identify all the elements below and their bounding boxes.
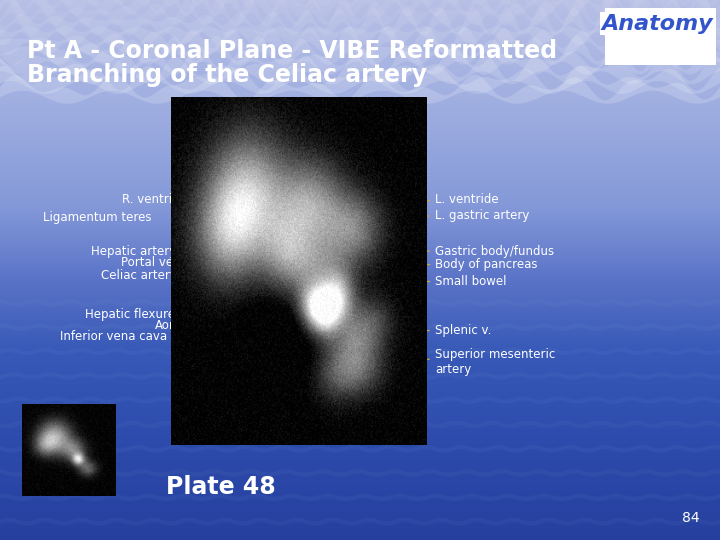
Text: Branching of the Celiac artery: Branching of the Celiac artery xyxy=(27,63,428,86)
Text: Hepatic flexure: Hepatic flexure xyxy=(85,308,175,321)
Text: 84: 84 xyxy=(683,511,700,525)
Text: Inferior vena cava: Inferior vena cava xyxy=(60,330,167,343)
Text: Body of pancreas: Body of pancreas xyxy=(435,258,537,271)
Text: L. gastric artery: L. gastric artery xyxy=(435,210,529,222)
Text: Portal vein: Portal vein xyxy=(121,256,184,269)
Text: L. ventride: L. ventride xyxy=(435,193,498,206)
Text: Gastric body/fundus: Gastric body/fundus xyxy=(435,245,554,258)
Text: Celiac artery: Celiac artery xyxy=(101,269,176,282)
Text: Hepatic artery: Hepatic artery xyxy=(91,245,176,258)
Text: Pt A - Coronal Plane - VIBE Reformatted: Pt A - Coronal Plane - VIBE Reformatted xyxy=(27,39,557,63)
Text: Superior mesenteric
artery: Superior mesenteric artery xyxy=(435,348,555,376)
Text: Aorta: Aorta xyxy=(156,319,187,332)
Text: Splenic v.: Splenic v. xyxy=(435,324,491,337)
FancyBboxPatch shape xyxy=(605,8,716,65)
Text: Plate 48: Plate 48 xyxy=(166,475,275,499)
Text: Ligamentum teres: Ligamentum teres xyxy=(42,211,151,224)
Text: Small bowel: Small bowel xyxy=(435,275,506,288)
Text: R. ventride: R. ventride xyxy=(122,193,187,206)
Text: Anatomy: Anatomy xyxy=(601,14,713,33)
